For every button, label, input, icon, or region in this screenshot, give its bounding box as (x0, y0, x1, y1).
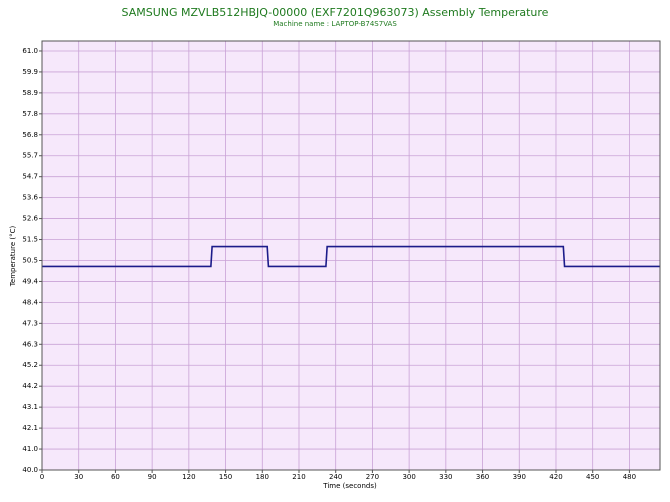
x-tick-label: 270 (366, 473, 379, 481)
plot-area (41, 40, 661, 471)
y-tick-label: 41.0 (22, 445, 38, 453)
y-tick-label: 52.6 (22, 215, 38, 223)
y-tick-label: 59.9 (22, 68, 38, 76)
x-tick-label: 90 (148, 473, 157, 481)
y-tick-label: 51.5 (22, 236, 38, 244)
y-tick-label: 44.2 (22, 382, 38, 390)
x-tick-label: 120 (182, 473, 195, 481)
y-tick-label: 46.3 (22, 340, 38, 348)
y-axis-label: Temperature (°C) (9, 226, 17, 288)
y-tick-label: 54.7 (22, 173, 38, 181)
x-tick-label: 240 (329, 473, 342, 481)
x-tick-label: 300 (402, 473, 415, 481)
x-tick-label: 30 (74, 473, 83, 481)
y-tick-label: 53.6 (22, 194, 38, 202)
y-tick-label: 48.4 (22, 298, 38, 306)
y-tick-label: 43.1 (22, 403, 38, 411)
x-tick-label: 420 (549, 473, 562, 481)
y-tick-label: 57.8 (22, 110, 38, 118)
y-tick-label: 49.4 (22, 277, 38, 285)
x-tick-label: 180 (256, 473, 269, 481)
y-tick-label: 40.0 (22, 466, 38, 474)
y-tick-label: 58.9 (22, 89, 38, 97)
chart-subtitle: Machine name : LAPTOP-B74S7VAS (273, 20, 397, 28)
plot-border (41, 40, 661, 471)
y-tick-label: 61.0 (22, 47, 38, 55)
x-tick-label: 480 (623, 473, 636, 481)
data-line (42, 245, 660, 268)
x-tick-label: 330 (439, 473, 452, 481)
x-tick-label: 150 (219, 473, 232, 481)
y-tick-label: 42.1 (22, 424, 38, 432)
x-axis-label: Time (seconds) (322, 482, 377, 490)
y-tick-label: 56.8 (22, 131, 38, 139)
x-tick-label: 360 (476, 473, 489, 481)
x-tick-label: 0 (40, 473, 44, 481)
y-tick-label: 50.5 (22, 256, 38, 264)
y-tick-label: 45.2 (22, 361, 38, 369)
x-tick-label: 60 (111, 473, 120, 481)
x-tick-label: 210 (292, 473, 305, 481)
x-tick-label: 450 (586, 473, 599, 481)
chart-title: SAMSUNG MZVLB512HBJQ-00000 (EXF7201Q9630… (122, 6, 549, 19)
x-tick-label: 390 (513, 473, 526, 481)
y-tick-label: 55.7 (22, 152, 38, 160)
y-tick-label: 47.3 (22, 319, 38, 327)
